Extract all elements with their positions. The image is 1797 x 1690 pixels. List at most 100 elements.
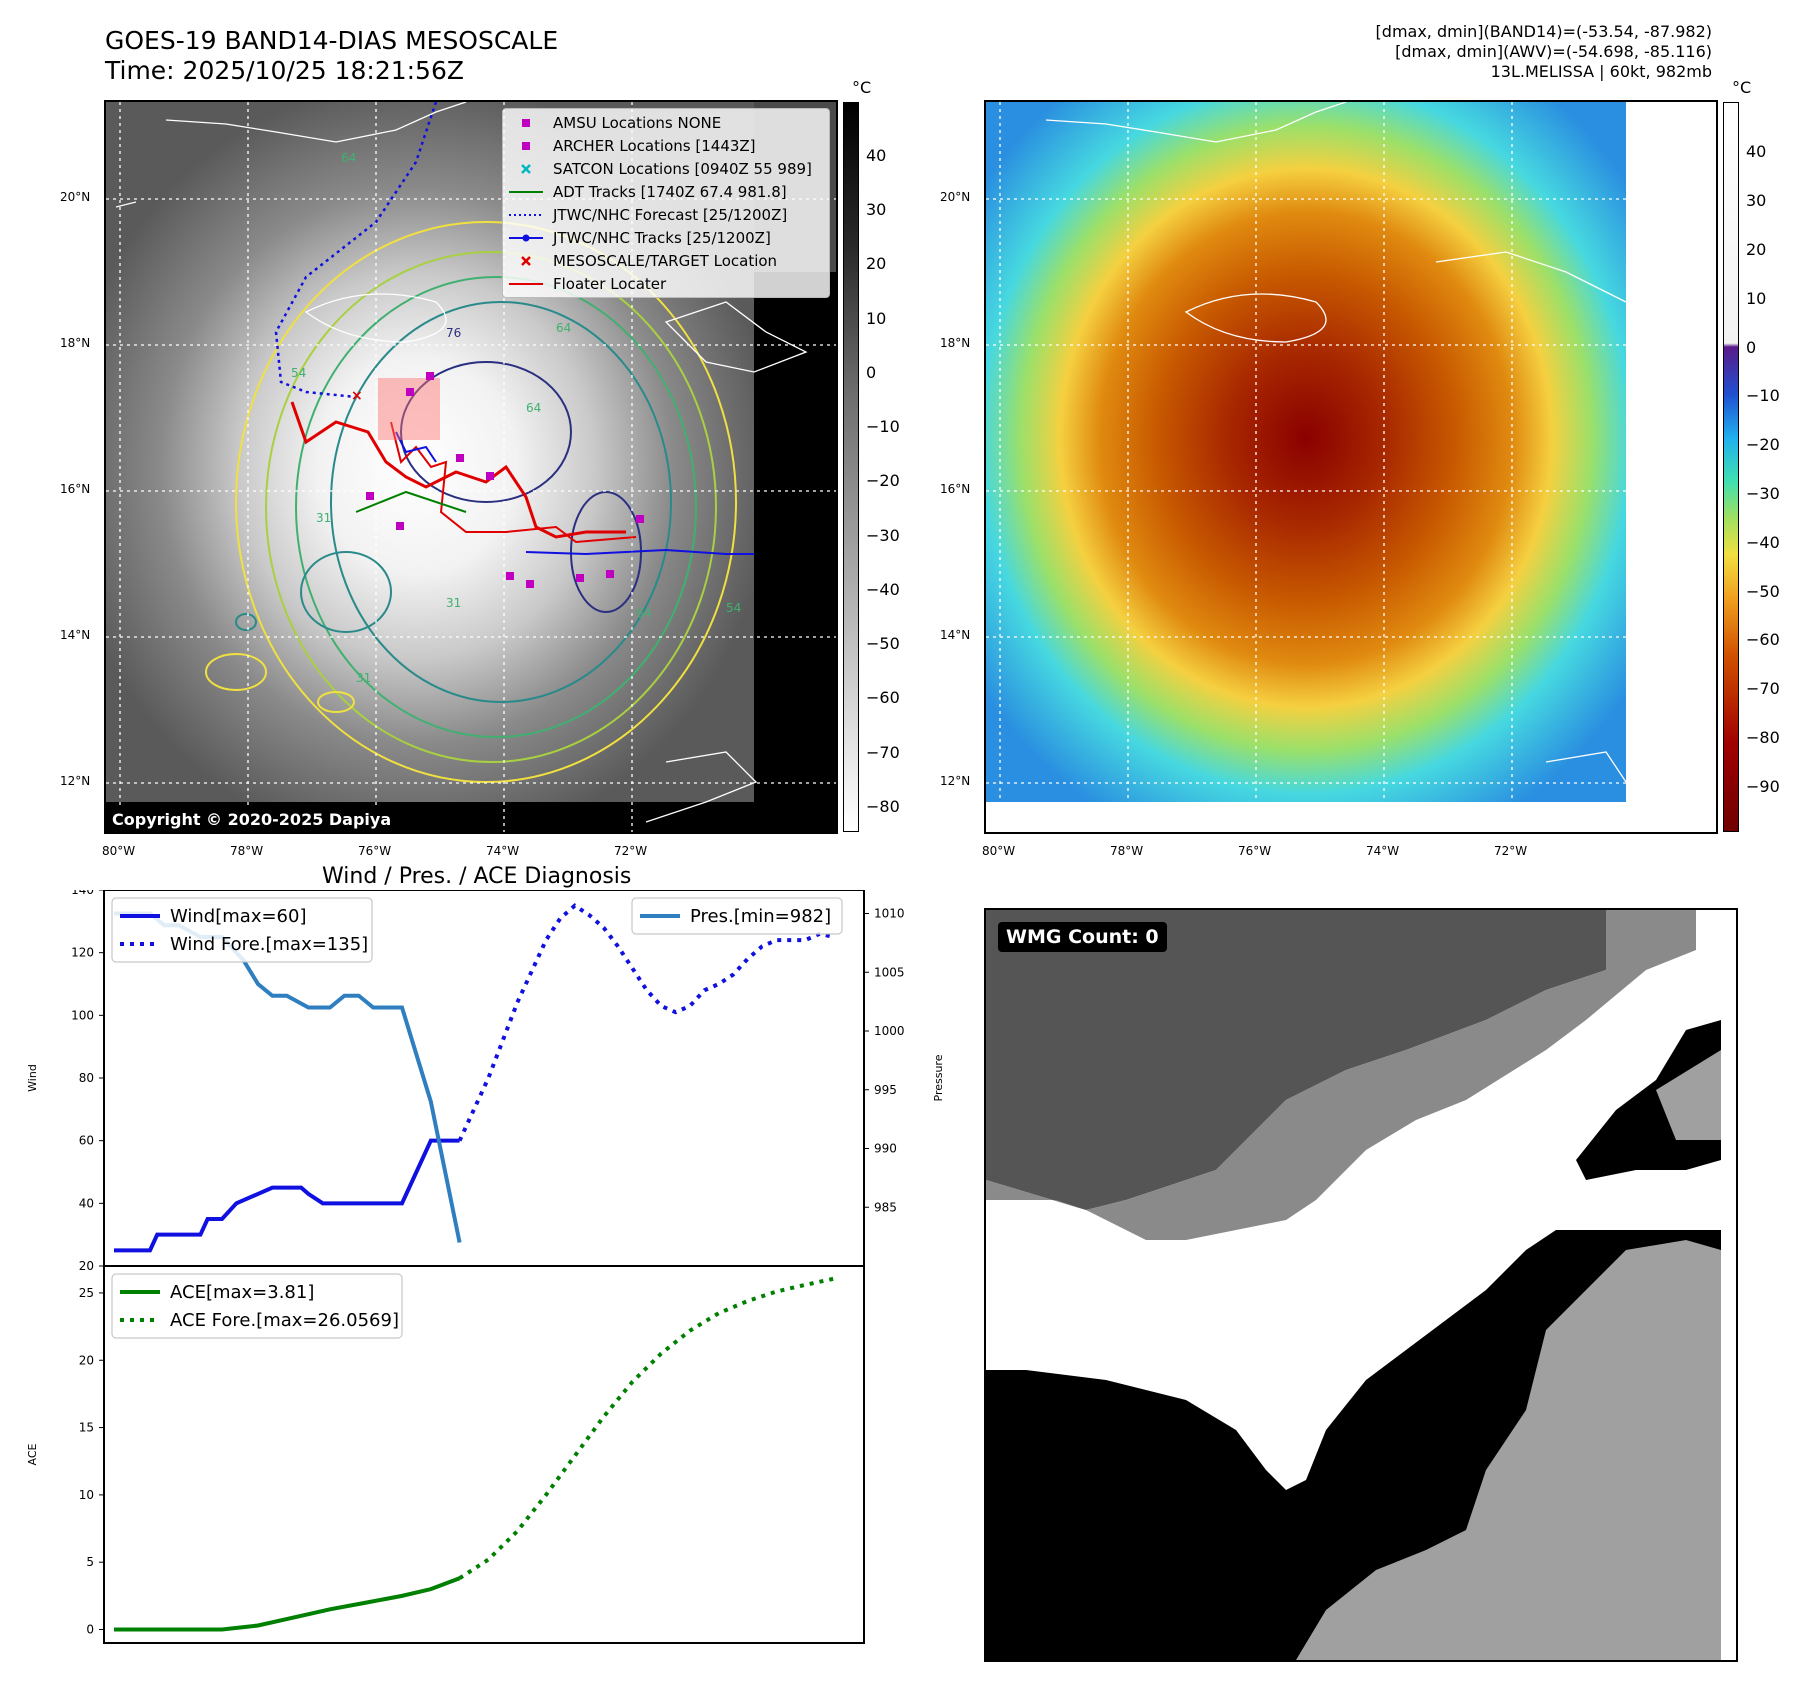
legend-label: Wind Fore.[max=135] bbox=[170, 934, 368, 955]
contour-label: 31 bbox=[446, 596, 461, 610]
dotted-line-icon bbox=[509, 213, 543, 216]
map-legend: AMSU Locations NONE ARCHER Locations [14… bbox=[502, 108, 830, 298]
ace-tick-label: 5 bbox=[86, 1555, 94, 1569]
colorbar-left bbox=[843, 102, 859, 832]
colorbar-tick: 10 bbox=[1746, 289, 1767, 308]
lon-label: 78°W bbox=[230, 844, 264, 858]
y2-tick-label: 1005 bbox=[874, 965, 905, 979]
legend-item-floater: Floater Locater bbox=[503, 272, 829, 295]
contour-label: 54 bbox=[726, 601, 741, 615]
y-tick-label: 60 bbox=[79, 1134, 94, 1148]
awv-map-image bbox=[986, 102, 1716, 832]
ace-axis-label: ACE bbox=[26, 1443, 39, 1465]
ace-legend bbox=[111, 1273, 403, 1339]
y2-tick-label: 985 bbox=[874, 1200, 897, 1214]
legend-label: ACE[max=3.81] bbox=[170, 1282, 314, 1303]
storm-info: 13L.MELISSA | 60kt, 982mb bbox=[1490, 62, 1712, 81]
colorbar-tick: −70 bbox=[1746, 679, 1780, 698]
legend-item-archer: ARCHER Locations [1443Z] bbox=[503, 134, 829, 157]
wind-legend bbox=[111, 897, 373, 963]
lon-label: 72°W bbox=[614, 844, 648, 858]
contour-label: 64 bbox=[341, 151, 356, 165]
y-tick-label: 100 bbox=[71, 1008, 94, 1022]
contour-label: 64 bbox=[556, 321, 571, 335]
colorbar-tick: 10 bbox=[866, 309, 887, 328]
y-tick-label: 140 bbox=[71, 890, 94, 897]
dot-line-icon bbox=[509, 234, 543, 241]
map-title: GOES-19 BAND14-DIAS MESOSCALE bbox=[105, 26, 559, 55]
y-tick-label: 80 bbox=[79, 1071, 94, 1085]
colorbar-tick: −40 bbox=[1746, 533, 1780, 552]
colorbar-tick: 40 bbox=[866, 146, 887, 165]
contour-label: 64 bbox=[636, 606, 651, 620]
contour-label: 64 bbox=[526, 401, 541, 415]
colorbar-tick: −60 bbox=[866, 688, 900, 707]
x-marker-icon bbox=[521, 255, 531, 266]
colorbar-tick: −60 bbox=[1746, 630, 1780, 649]
colorbar-tick: 30 bbox=[866, 200, 887, 219]
lat-label: 20°N bbox=[60, 190, 91, 204]
legend-item-target: MESOSCALE/TARGET Location bbox=[503, 249, 829, 272]
colorbar-tick: 20 bbox=[866, 254, 887, 273]
lat-label: 18°N bbox=[60, 336, 91, 350]
wmg-image bbox=[986, 910, 1721, 1660]
y2-tick-label: 990 bbox=[874, 1142, 897, 1156]
lon-label: 80°W bbox=[102, 844, 136, 858]
contour-label: 76 bbox=[446, 326, 461, 340]
dmax-awv: [dmax, dmin](AWV)=(-54.698, -85.116) bbox=[1395, 42, 1712, 61]
contour-label: 54 bbox=[291, 366, 306, 380]
colorbar-tick: −80 bbox=[866, 797, 900, 816]
colorbar-tick: −20 bbox=[866, 471, 900, 490]
y-tick-label: 120 bbox=[71, 946, 94, 960]
ace-plot-frame bbox=[103, 1265, 865, 1644]
diagnosis-chart: 20406080100120140985990995100010051010Wi… bbox=[26, 890, 945, 1644]
dmax-band14: [dmax, dmin](BAND14)=(-53.54, -87.982) bbox=[1375, 22, 1712, 41]
wmg-count-badge: WMG Count: 0 bbox=[998, 922, 1167, 952]
y-tick-label: 40 bbox=[79, 1196, 94, 1210]
copyright-notice: Copyright © 2020-2025 Dapiya bbox=[106, 807, 398, 832]
colorbar-tick: −10 bbox=[866, 417, 900, 436]
ace-tick-label: 20 bbox=[79, 1353, 94, 1367]
colorbar-tick: 40 bbox=[1746, 142, 1767, 161]
colorbar-tick: 0 bbox=[1746, 338, 1757, 357]
lat-label: 14°N bbox=[940, 628, 971, 642]
line-marker-icon bbox=[509, 190, 543, 193]
colorbar-tick: −40 bbox=[866, 580, 900, 599]
legend-item-forecast: JTWC/NHC Forecast [25/1200Z] bbox=[503, 203, 829, 226]
lat-label: 14°N bbox=[60, 628, 91, 642]
colorbar-right bbox=[1723, 102, 1739, 832]
legend-item-amsu: AMSU Locations NONE bbox=[503, 111, 829, 134]
svg-text:×: × bbox=[351, 388, 363, 404]
ace-tick-label: 15 bbox=[79, 1421, 94, 1435]
colorbar-tick: −10 bbox=[1746, 386, 1780, 405]
lat-label: 16°N bbox=[60, 482, 91, 496]
colorbar-tick: −20 bbox=[1746, 435, 1780, 454]
square-marker-icon bbox=[522, 118, 530, 127]
ace-tick-label: 25 bbox=[79, 1286, 94, 1300]
lon-label: 74°W bbox=[1366, 844, 1400, 858]
pressure-axis-label: Pressure bbox=[932, 1054, 945, 1101]
lon-label: 78°W bbox=[1110, 844, 1144, 858]
square-marker-icon bbox=[522, 141, 530, 150]
lat-label: 12°N bbox=[940, 774, 971, 788]
map-time: Time: 2025/10/25 18:21:56Z bbox=[105, 56, 464, 85]
awv-map-panel bbox=[984, 100, 1718, 834]
contour-label: 31 bbox=[356, 671, 371, 685]
x-marker-icon bbox=[521, 163, 531, 174]
ir-map-panel: × 64 76 64 64 54 31 64 31 54 31 bbox=[104, 100, 838, 834]
ace-tick-label: 0 bbox=[86, 1623, 94, 1637]
colorbar-tick: −30 bbox=[866, 526, 900, 545]
colorbar-tick: −70 bbox=[866, 743, 900, 762]
pressure-legend bbox=[631, 897, 843, 935]
colorbar-tick: −80 bbox=[1746, 728, 1780, 747]
contour-label: 31 bbox=[316, 511, 331, 525]
colorbar-tick: −50 bbox=[1746, 582, 1780, 601]
diagnosis-title: Wind / Pres. / ACE Diagnosis bbox=[322, 864, 632, 889]
legend-label: ACE Fore.[max=26.0569] bbox=[170, 1310, 399, 1331]
colorbar-tick: 30 bbox=[1746, 191, 1767, 210]
y2-tick-label: 1000 bbox=[874, 1024, 905, 1038]
ace-tick-label: 10 bbox=[79, 1488, 94, 1502]
series-line-wind-fore-max- bbox=[457, 903, 835, 1142]
wmg-panel: WMG Count: 0 bbox=[984, 908, 1738, 1662]
colorbar-right-unit: °C bbox=[1732, 78, 1752, 97]
